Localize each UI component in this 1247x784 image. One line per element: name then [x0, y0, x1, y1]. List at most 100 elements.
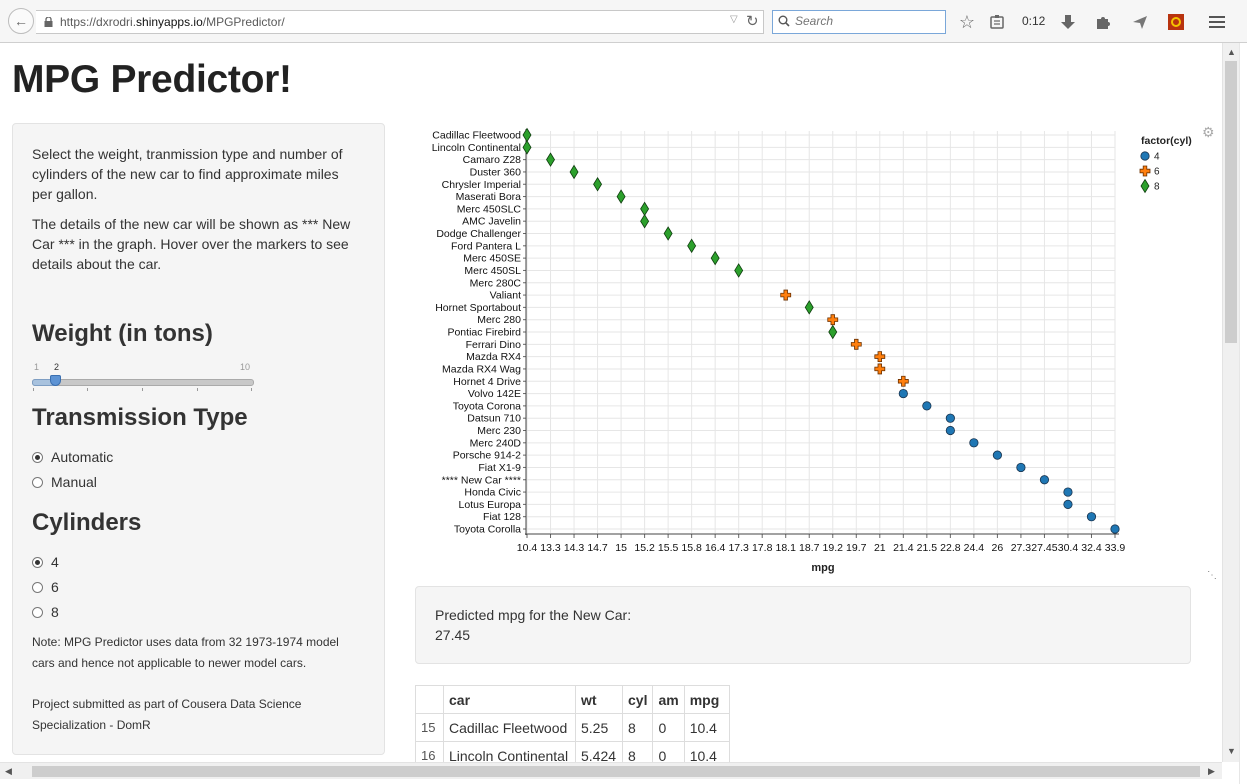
radio-dot[interactable] — [32, 476, 43, 488]
slider-tick — [87, 388, 88, 391]
slider-track[interactable] — [32, 379, 254, 386]
reading-list-icon[interactable] — [987, 12, 1007, 32]
data-point-cyl-4 — [945, 413, 955, 423]
radio-manual[interactable]: Manual — [32, 474, 97, 490]
reload-icon[interactable]: ↻ — [746, 13, 759, 30]
y-tick-label: Chrysler Imperial — [442, 179, 521, 191]
data-point-cyl-4 — [1039, 475, 1050, 485]
x-tick-label: 19.7 — [846, 542, 867, 554]
vertical-scrollbar[interactable]: ▲ ▼ — [1222, 43, 1239, 762]
y-tick-label: Ford Pantera L — [451, 240, 521, 252]
x-tick-label: 14.7 — [587, 542, 608, 554]
url-bar[interactable]: https://dxrodri.shinyapps.io/MPGPredicto… — [36, 10, 764, 34]
col-header-wt[interactable]: wt — [575, 685, 623, 714]
data-point-cyl-6 — [897, 375, 909, 387]
send-arrow-icon[interactable] — [1130, 12, 1150, 32]
addon-badge-icon[interactable] — [1166, 12, 1186, 32]
data-point-cyl-8 — [804, 300, 814, 315]
table-header-row: car wt cyl am mpg — [415, 685, 730, 714]
url-text: https://dxrodri.shinyapps.io/MPGPredicto… — [60, 15, 285, 29]
scroll-right-icon[interactable]: ▶ — [1208, 766, 1215, 776]
scroll-left-icon[interactable]: ◀ — [5, 766, 12, 776]
y-tick-label: Toyota Corona — [453, 400, 521, 412]
puzzle-extension-icon[interactable] — [1093, 12, 1113, 32]
data-point-cyl-6 — [874, 363, 886, 375]
x-tick-label: 15.2 — [634, 542, 655, 554]
x-tick-label: 16.4 — [705, 542, 726, 554]
radio-dot[interactable] — [32, 556, 43, 568]
x-tick-label: 15.5 — [658, 542, 679, 554]
col-header-car[interactable]: car — [443, 685, 576, 714]
search-input[interactable] — [795, 14, 935, 28]
radio-dot[interactable] — [32, 606, 43, 618]
cell-rownum: 15 — [415, 713, 444, 742]
y-tick-label: Merc 450SLC — [457, 203, 522, 215]
radio-cyl-6[interactable]: 6 — [32, 579, 59, 595]
x-tick-label: 15 — [615, 542, 627, 554]
y-tick-label: Porsche 914-2 — [453, 450, 521, 462]
y-tick-label: Lotus Europa — [459, 499, 522, 511]
slider-handle[interactable] — [50, 375, 61, 386]
horizontal-scrollbar[interactable]: ◀ ▶ — [0, 762, 1222, 779]
col-header-mpg[interactable]: mpg — [683, 685, 730, 714]
x-axis-label: mpg — [811, 562, 834, 574]
url-dropdown-icon[interactable]: ▽ — [730, 14, 738, 25]
scroll-down-icon[interactable]: ▼ — [1227, 746, 1236, 756]
legend-label: 8 — [1154, 182, 1160, 193]
data-point-cyl-6 — [780, 289, 792, 301]
data-point-cyl-8 — [640, 213, 650, 229]
y-tick-label: Toyota Corolla — [454, 524, 521, 536]
weight-slider[interactable]: 1 2 10 — [32, 362, 254, 392]
vertical-scroll-thumb[interactable] — [1225, 61, 1237, 343]
y-tick-label: Merc 240D — [470, 437, 522, 449]
cell-wt: 5.25 — [575, 713, 623, 742]
data-point-cyl-8 — [828, 324, 838, 340]
data-point-cyl-8 — [640, 201, 650, 217]
y-tick-label: Mazda RX4 Wag — [442, 363, 521, 375]
y-tick-label: Duster 360 — [470, 166, 522, 178]
radio-cyl-4[interactable]: 4 — [32, 554, 59, 570]
x-tick-label: 17.3 — [728, 542, 749, 554]
radio-automatic[interactable]: Automatic — [32, 449, 113, 465]
back-arrow-icon[interactable]: ← — [8, 8, 34, 34]
download-icon[interactable] — [1058, 12, 1078, 32]
gear-icon[interactable]: ⚙ — [1202, 124, 1215, 140]
prediction-value: 27.45 — [435, 627, 471, 643]
cell-am: 0 — [652, 713, 685, 742]
y-tick-label: Dodge Challenger — [436, 228, 521, 240]
y-tick-label: Pontiac Firebird — [447, 327, 521, 339]
browser-toolbar: ← https://dxrodri.shinyapps.io/MPGPredic… — [0, 0, 1247, 43]
prediction-label: Predicted mpg for the New Car: — [435, 607, 632, 623]
hamburger-menu-icon[interactable] — [1207, 12, 1227, 32]
scroll-up-icon[interactable]: ▲ — [1227, 47, 1236, 57]
y-tick-label: Merc 450SL — [464, 265, 521, 277]
slider-tick — [33, 388, 34, 391]
slider-tick — [251, 388, 252, 391]
data-point-cyl-6 — [850, 338, 862, 350]
bookmark-star-icon[interactable]: ☆ — [958, 11, 976, 32]
x-tick-label: 15.8 — [681, 542, 702, 554]
legend-label: 6 — [1154, 167, 1160, 178]
search-box[interactable] — [772, 10, 946, 34]
resize-grip-icon[interactable]: ⋱ — [1207, 570, 1217, 581]
horizontal-scroll-thumb[interactable] — [32, 766, 1200, 777]
radio-dot[interactable] — [32, 581, 43, 593]
y-tick-label: Lincoln Continental — [432, 142, 521, 154]
col-header-rownum[interactable] — [415, 685, 444, 714]
y-tick-label: Hornet Sportabout — [435, 302, 521, 314]
col-header-am[interactable]: am — [652, 685, 685, 714]
y-tick-label: Ferrari Dino — [466, 339, 522, 351]
radio-dot[interactable] — [32, 451, 43, 463]
timer-label: 0:12 — [1022, 14, 1046, 28]
legend-marker-4 — [1140, 151, 1150, 161]
slider-min-label: 1 — [34, 362, 40, 372]
data-point-cyl-4 — [1063, 487, 1073, 497]
x-tick-label: 32.4 — [1081, 542, 1102, 554]
x-tick-label: 22.8 — [940, 542, 961, 554]
y-tick-label: Honda Civic — [464, 487, 521, 499]
radio-cyl-8[interactable]: 8 — [32, 604, 59, 620]
col-header-cyl[interactable]: cyl — [621, 685, 654, 714]
transmission-heading: Transmission Type — [32, 404, 248, 431]
data-point-cyl-6 — [874, 351, 886, 363]
